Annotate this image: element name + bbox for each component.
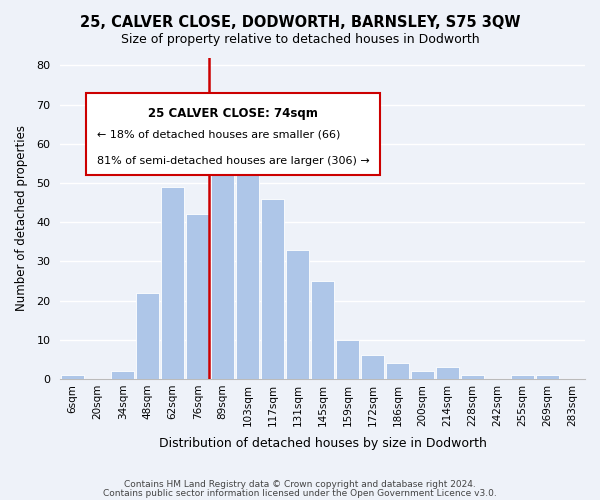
- Text: Size of property relative to detached houses in Dodworth: Size of property relative to detached ho…: [121, 32, 479, 46]
- Bar: [286, 250, 309, 379]
- X-axis label: Distribution of detached houses by size in Dodworth: Distribution of detached houses by size …: [158, 437, 487, 450]
- Bar: [187, 214, 209, 379]
- Text: 25, CALVER CLOSE, DODWORTH, BARNSLEY, S75 3QW: 25, CALVER CLOSE, DODWORTH, BARNSLEY, S7…: [80, 15, 520, 30]
- Text: ← 18% of detached houses are smaller (66): ← 18% of detached houses are smaller (66…: [97, 130, 340, 140]
- Bar: [436, 367, 459, 379]
- Bar: [461, 375, 484, 379]
- Y-axis label: Number of detached properties: Number of detached properties: [15, 125, 28, 311]
- Bar: [136, 292, 159, 379]
- Text: Contains public sector information licensed under the Open Government Licence v3: Contains public sector information licen…: [103, 488, 497, 498]
- Bar: [236, 124, 259, 379]
- Bar: [361, 356, 384, 379]
- Text: 81% of semi-detached houses are larger (306) →: 81% of semi-detached houses are larger (…: [97, 156, 370, 166]
- Bar: [112, 371, 134, 379]
- Bar: [386, 363, 409, 379]
- Bar: [161, 187, 184, 379]
- Bar: [262, 198, 284, 379]
- Bar: [311, 281, 334, 379]
- Bar: [536, 375, 559, 379]
- Bar: [61, 375, 84, 379]
- Text: 25 CALVER CLOSE: 74sqm: 25 CALVER CLOSE: 74sqm: [148, 108, 319, 120]
- Bar: [511, 375, 534, 379]
- Bar: [211, 132, 234, 379]
- Text: Contains HM Land Registry data © Crown copyright and database right 2024.: Contains HM Land Registry data © Crown c…: [124, 480, 476, 489]
- FancyBboxPatch shape: [86, 93, 380, 175]
- Bar: [412, 371, 434, 379]
- Bar: [337, 340, 359, 379]
